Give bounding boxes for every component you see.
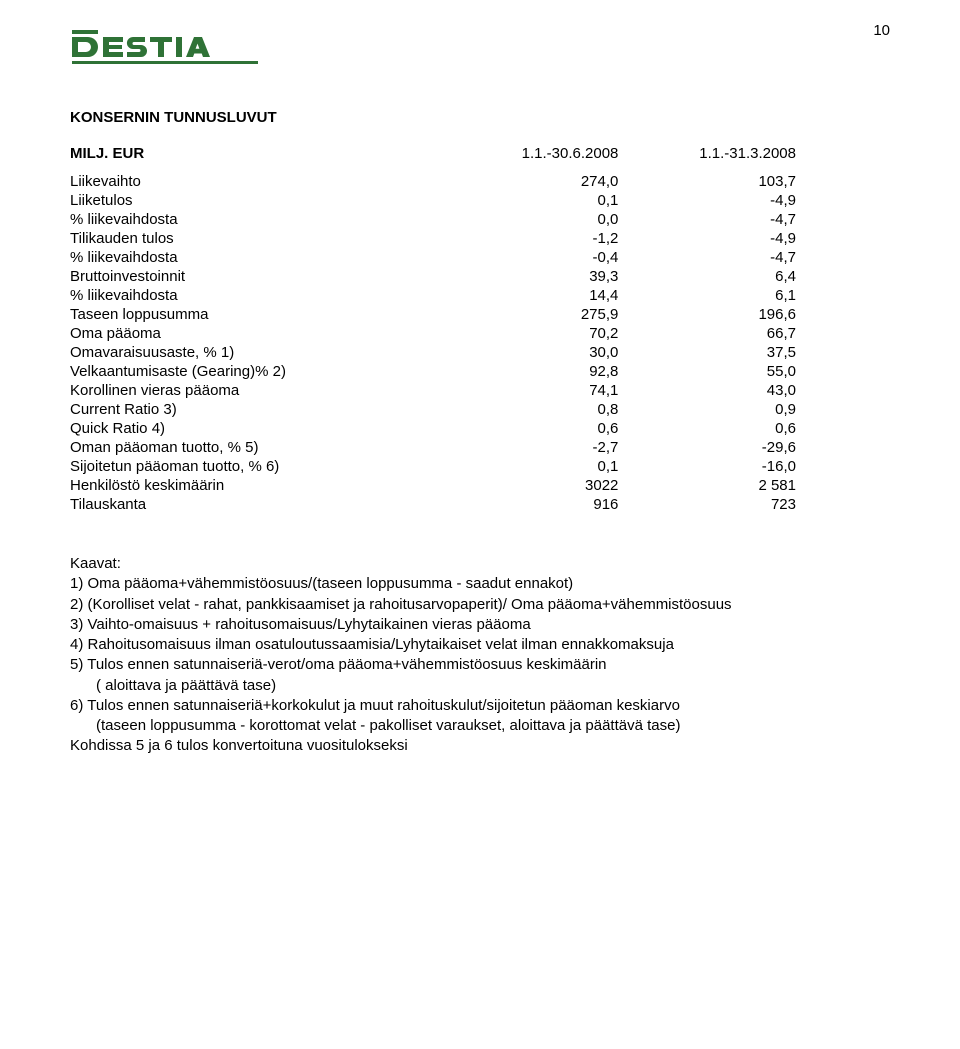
table-row: Oma pääoma70,266,7 — [70, 324, 810, 343]
row-value-2: -4,7 — [632, 248, 810, 267]
formula-line: 5) Tulos ennen satunnaiseriä-verot/oma p… — [70, 655, 890, 675]
table-row: Current Ratio 3)0,80,9 — [70, 400, 810, 419]
row-label: Tilauskanta — [70, 495, 455, 514]
row-label: Oman pääoman tuotto, % 5) — [70, 438, 455, 457]
table-row: Quick Ratio 4)0,60,6 — [70, 419, 810, 438]
row-value-1: 0,1 — [455, 457, 633, 476]
col-header-1: 1.1.-30.6.2008 — [455, 144, 633, 172]
row-value-2: 66,7 — [632, 324, 810, 343]
row-value-2: 2 581 — [632, 476, 810, 495]
table-row: Omavaraisuusaste, % 1)30,037,5 — [70, 343, 810, 362]
row-value-1: 916 — [455, 495, 633, 514]
formula-indent-6: (taseen loppusumma - korottomat velat - … — [70, 716, 890, 736]
row-value-1: 275,9 — [455, 305, 633, 324]
row-value-2: 0,9 — [632, 400, 810, 419]
destia-logo — [70, 30, 890, 64]
formulas-block: Kaavat: 1) Oma pääoma+vähemmistöosuus/(t… — [70, 554, 890, 757]
row-value-1: -2,7 — [455, 438, 633, 457]
row-value-2: 55,0 — [632, 362, 810, 381]
row-value-1: -0,4 — [455, 248, 633, 267]
row-value-2: -4,9 — [632, 229, 810, 248]
table-row: Bruttoinvestoinnit39,36,4 — [70, 267, 810, 286]
row-label: Velkaantumisaste (Gearing)% 2) — [70, 362, 455, 381]
row-label: Current Ratio 3) — [70, 400, 455, 419]
col-header-2: 1.1.-31.3.2008 — [632, 144, 810, 172]
row-label: Quick Ratio 4) — [70, 419, 455, 438]
table-row: % liikevaihdosta-0,4-4,7 — [70, 248, 810, 267]
formula-footnote: Kohdissa 5 ja 6 tulos konvertoituna vuos… — [70, 736, 890, 756]
row-value-1: 3022 — [455, 476, 633, 495]
row-label: Korollinen vieras pääoma — [70, 381, 455, 400]
row-value-2: -16,0 — [632, 457, 810, 476]
row-value-2: 723 — [632, 495, 810, 514]
row-label: Sijoitetun pääoman tuotto, % 6) — [70, 457, 455, 476]
row-value-2: 0,6 — [632, 419, 810, 438]
row-label: Omavaraisuusaste, % 1) — [70, 343, 455, 362]
formula-line-6: 6) Tulos ennen satunnaiseriä+korkokulut … — [70, 696, 890, 716]
row-value-2: 103,7 — [632, 172, 810, 191]
table-row: Velkaantumisaste (Gearing)% 2)92,855,0 — [70, 362, 810, 381]
table-row: Tilauskanta916723 — [70, 495, 810, 514]
row-value-1: 92,8 — [455, 362, 633, 381]
row-value-2: 37,5 — [632, 343, 810, 362]
row-value-1: 0,6 — [455, 419, 633, 438]
table-row: % liikevaihdosta0,0-4,7 — [70, 210, 810, 229]
table-row: Liiketulos0,1-4,9 — [70, 191, 810, 210]
table-row: Oman pääoman tuotto, % 5)-2,7-29,6 — [70, 438, 810, 457]
row-label: Tilikauden tulos — [70, 229, 455, 248]
row-value-1: 274,0 — [455, 172, 633, 191]
row-value-1: -1,2 — [455, 229, 633, 248]
table-row: Liikevaihto274,0103,7 — [70, 172, 810, 191]
table-row: Henkilöstö keskimäärin30222 581 — [70, 476, 810, 495]
row-label: Taseen loppusumma — [70, 305, 455, 324]
row-label: Bruttoinvestoinnit — [70, 267, 455, 286]
section-heading: KONSERNIN TUNNUSLUVUT — [70, 109, 890, 126]
formula-indent-5: ( aloittava ja päättävä tase) — [70, 676, 890, 696]
row-value-1: 39,3 — [455, 267, 633, 286]
row-value-2: -4,7 — [632, 210, 810, 229]
formula-line: 3) Vaihto-omaisuus + rahoitusomaisuus/Ly… — [70, 615, 890, 635]
table-row: Tilikauden tulos-1,2-4,9 — [70, 229, 810, 248]
formula-line: 1) Oma pääoma+vähemmistöosuus/(taseen lo… — [70, 574, 890, 594]
unit-label: MILJ. EUR — [70, 144, 455, 172]
table-row: Taseen loppusumma275,9196,6 — [70, 305, 810, 324]
row-value-1: 14,4 — [455, 286, 633, 305]
row-label: Liikevaihto — [70, 172, 455, 191]
row-value-2: 196,6 — [632, 305, 810, 324]
table-row: % liikevaihdosta14,46,1 — [70, 286, 810, 305]
row-value-2: 6,1 — [632, 286, 810, 305]
formulas-title: Kaavat: — [70, 554, 890, 574]
formula-line: 2) (Korolliset velat - rahat, pankkisaam… — [70, 595, 890, 615]
row-value-1: 74,1 — [455, 381, 633, 400]
page-number: 10 — [873, 22, 890, 39]
row-value-1: 0,1 — [455, 191, 633, 210]
row-label: % liikevaihdosta — [70, 210, 455, 229]
table-row: Korollinen vieras pääoma74,143,0 — [70, 381, 810, 400]
row-value-2: -29,6 — [632, 438, 810, 457]
key-figures-table: MILJ. EUR1.1.-30.6.20081.1.-31.3.2008Lii… — [70, 144, 810, 514]
row-value-1: 0,0 — [455, 210, 633, 229]
row-value-2: -4,9 — [632, 191, 810, 210]
row-label: Henkilöstö keskimäärin — [70, 476, 455, 495]
row-label: % liikevaihdosta — [70, 286, 455, 305]
table-row: Sijoitetun pääoman tuotto, % 6)0,1-16,0 — [70, 457, 810, 476]
formula-line: 4) Rahoitusomaisuus ilman osatuloutussaa… — [70, 635, 890, 655]
row-label: Liiketulos — [70, 191, 455, 210]
row-value-2: 6,4 — [632, 267, 810, 286]
row-value-1: 0,8 — [455, 400, 633, 419]
row-label: % liikevaihdosta — [70, 248, 455, 267]
row-label: Oma pääoma — [70, 324, 455, 343]
row-value-1: 70,2 — [455, 324, 633, 343]
row-value-1: 30,0 — [455, 343, 633, 362]
row-value-2: 43,0 — [632, 381, 810, 400]
